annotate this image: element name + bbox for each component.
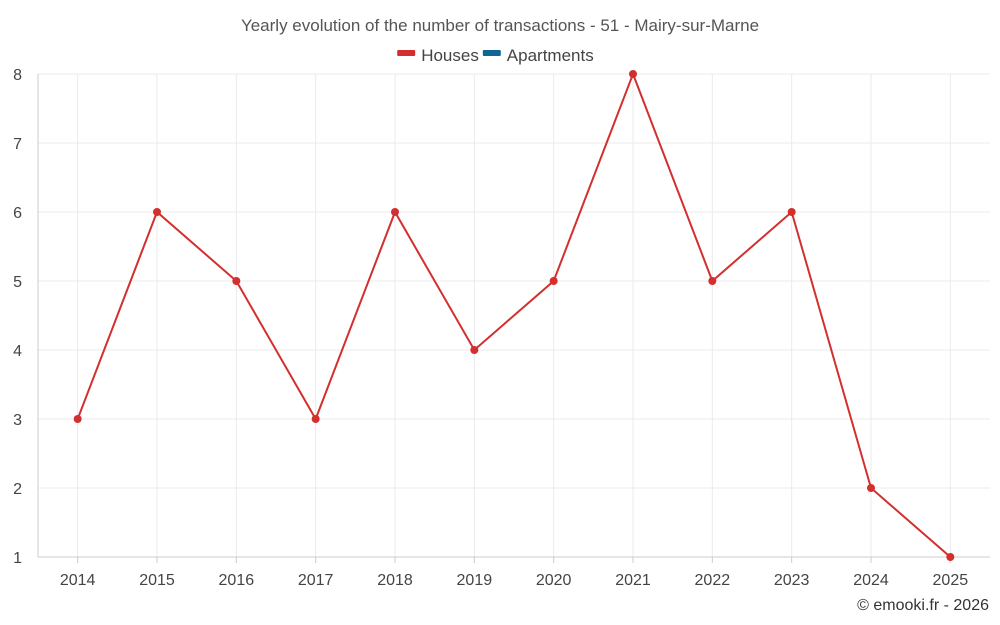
legend-label: Apartments [507,46,594,65]
legend-label: Houses [421,46,479,65]
x-tick-label: 2020 [536,572,572,589]
data-point-houses[interactable] [549,277,558,285]
y-tick-label: 3 [13,412,22,429]
y-tick-label: 1 [13,550,22,567]
x-tick-label: 2022 [695,572,731,589]
legend-item-apartments[interactable]: Apartments [482,46,594,65]
data-point-houses[interactable] [311,415,320,423]
data-point-houses[interactable] [470,346,479,354]
y-tick-label: 4 [13,343,22,360]
data-point-houses[interactable] [946,553,955,561]
data-point-houses[interactable] [391,208,399,216]
x-tick-label: 2017 [298,572,334,589]
data-point-houses[interactable] [787,208,796,216]
grid [37,73,990,558]
x-tick-label: 2021 [615,572,651,589]
data-point-houses[interactable] [232,277,241,285]
y-tick-label: 6 [13,205,22,222]
x-tick-label: 2018 [377,572,413,589]
series-line-houses [76,71,951,558]
y-tick-label: 7 [13,136,22,153]
x-tick-label: 2019 [457,572,493,589]
x-tick-label: 2024 [853,572,889,589]
data-point-houses[interactable] [708,277,717,285]
chart-title: Yearly evolution of the number of transa… [241,16,759,35]
x-tick-label: 2025 [933,572,969,589]
credit-text: © emooki.fr - 2026 [857,597,989,614]
y-axis: 1 2 3 4 5 6 7 8 [13,67,22,567]
legend-swatch [397,50,416,56]
x-axis: 2014 2015 2016 2017 2018 2019 2020 2021 2022 2023… [60,557,968,589]
x-tick-label: 2016 [219,572,255,589]
data-point-houses[interactable] [153,208,161,216]
y-tick-label: 2 [13,481,22,498]
data-point-houses[interactable] [629,70,637,78]
data-point-houses[interactable] [73,415,82,423]
series-layer [73,70,955,561]
legend-item-houses[interactable]: Houses [397,46,479,65]
legend: Houses Apartments [397,46,594,65]
x-tick-label: 2015 [139,572,175,589]
x-tick-label: 2014 [60,572,96,589]
data-point-houses[interactable] [867,484,875,492]
y-tick-label: 8 [13,67,22,84]
x-tick-label: 2023 [774,572,810,589]
legend-swatch [482,50,501,56]
y-tick-label: 5 [13,274,22,291]
